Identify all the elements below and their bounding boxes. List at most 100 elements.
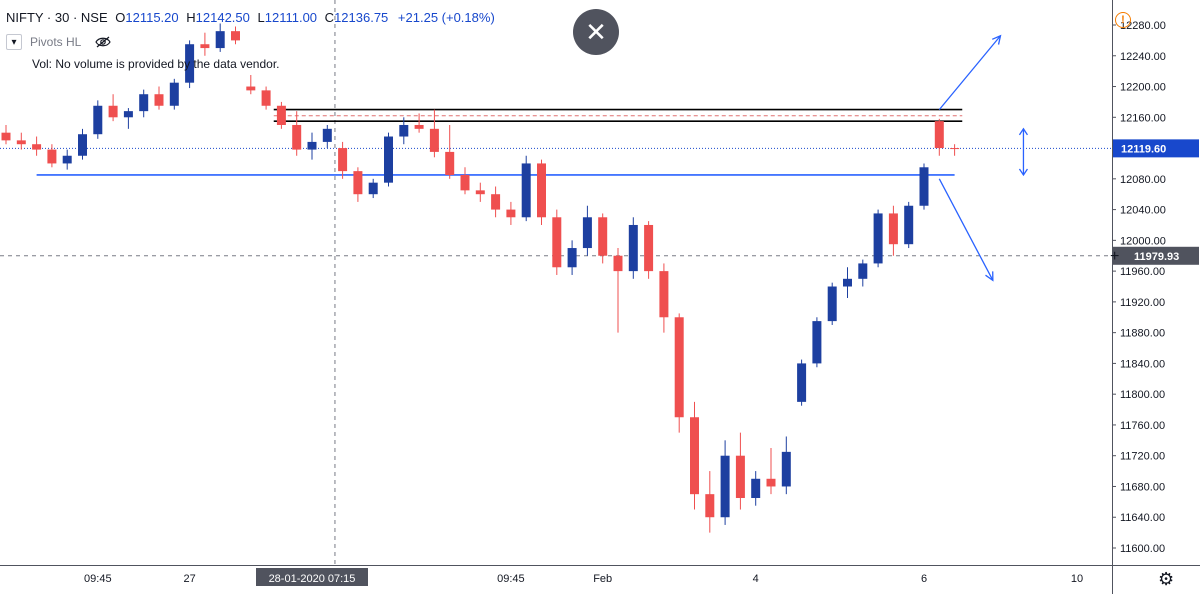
candle [659, 263, 669, 333]
chevron-down-icon[interactable]: ▾ [6, 34, 22, 50]
candle [858, 259, 868, 287]
candle-body [246, 86, 256, 91]
arrow-head [991, 34, 1002, 45]
candle-body [292, 124, 302, 150]
candle [322, 124, 332, 149]
open-label: O [115, 10, 126, 25]
candle [445, 124, 455, 179]
candle [16, 132, 26, 150]
candle [521, 155, 531, 222]
crosshair-time-label-bg [256, 568, 368, 586]
candle [200, 32, 210, 56]
price-tick-label: 11880.00 [1120, 328, 1165, 340]
candle [246, 74, 256, 95]
candle [139, 89, 149, 118]
candle [215, 23, 225, 52]
candle [108, 94, 118, 122]
symbol-legend: NIFTY · 30 · NSE O12115.20 H12142.50 L12… [6, 10, 495, 25]
change-value: +21.25 (+0.18%) [397, 10, 495, 25]
candle-body [384, 136, 393, 183]
price-tick-label: 11920.00 [1120, 297, 1165, 309]
candle [506, 201, 516, 225]
candle [873, 209, 883, 268]
candle-body [659, 271, 669, 318]
candle [353, 167, 363, 202]
candle-body [62, 155, 72, 164]
volume-note: Vol: No volume is provided by the data v… [32, 57, 280, 71]
price-tick-label: 12160.00 [1120, 112, 1166, 124]
candle-body [475, 190, 485, 195]
candle-body [674, 317, 684, 418]
candle [231, 26, 240, 45]
candle-body [751, 478, 761, 499]
candle [338, 141, 348, 179]
candle [78, 128, 87, 160]
candle [888, 205, 898, 256]
arrow-shaft [938, 178, 994, 281]
candle-body [338, 148, 348, 172]
candle [735, 432, 745, 510]
price-tick-label: 12240.00 [1120, 51, 1166, 63]
time-tick-label: 10 [1071, 573, 1083, 585]
candle-body [567, 248, 577, 268]
candle-body [231, 31, 240, 41]
candle [598, 213, 608, 264]
candle-body [445, 151, 455, 175]
candle-body [353, 171, 363, 195]
candle-body [843, 278, 852, 287]
price-tick-label: 11960.00 [1120, 266, 1165, 278]
candle-body [1, 132, 11, 141]
candle [766, 448, 776, 495]
candle-body [169, 82, 179, 106]
candle [460, 167, 470, 195]
candle-body [32, 144, 42, 150]
eye-slash-icon[interactable] [95, 36, 112, 48]
candle-body [491, 194, 501, 210]
indicator-name[interactable]: Pivots HL [30, 35, 82, 49]
price-tick-label: 11680.00 [1120, 481, 1165, 493]
close-icon[interactable]: ✕ [573, 9, 619, 55]
candle [537, 159, 546, 225]
low-value: 12111.00 [264, 10, 318, 25]
candle [276, 101, 286, 129]
candle [399, 117, 409, 145]
candle-body [582, 217, 592, 249]
candle-body [261, 90, 271, 106]
candle [552, 209, 562, 275]
price-tick-label: 11600.00 [1120, 543, 1165, 555]
candle [414, 113, 424, 133]
candle [582, 205, 592, 256]
candle-body [705, 494, 715, 518]
candle [812, 317, 822, 368]
price-tick-label: 12200.00 [1120, 82, 1166, 94]
candle-body [950, 148, 960, 150]
candle-body [690, 417, 699, 495]
gear-icon[interactable]: ⚙ [1158, 569, 1175, 589]
candle [491, 186, 501, 218]
symbol-name[interactable]: NIFTY · 30 · NSE [6, 10, 108, 25]
candle [919, 163, 929, 210]
candle-body [108, 105, 118, 118]
candle-body [185, 44, 195, 83]
crosshair-price-label-bg [1113, 246, 1199, 265]
candle [644, 221, 654, 279]
candle-body [506, 209, 516, 218]
time-tick-label: 09:45 [497, 573, 525, 585]
candle-body [399, 124, 409, 137]
candle-body [766, 478, 776, 487]
crosshair-price-label: 11979.93 [1134, 251, 1179, 263]
candle-body [812, 321, 822, 364]
crosshair-time-label: 28-01-2020 07:15 [269, 573, 356, 585]
warning-icon[interactable]: ! [1115, 12, 1131, 28]
candle [32, 136, 42, 156]
candle [797, 359, 807, 406]
candle-body [552, 217, 562, 268]
candle-body [200, 44, 210, 49]
candle-body [78, 134, 87, 156]
candle [934, 118, 944, 156]
candle [950, 144, 960, 156]
candle [781, 436, 791, 495]
time-tick-label: Feb [593, 573, 612, 585]
